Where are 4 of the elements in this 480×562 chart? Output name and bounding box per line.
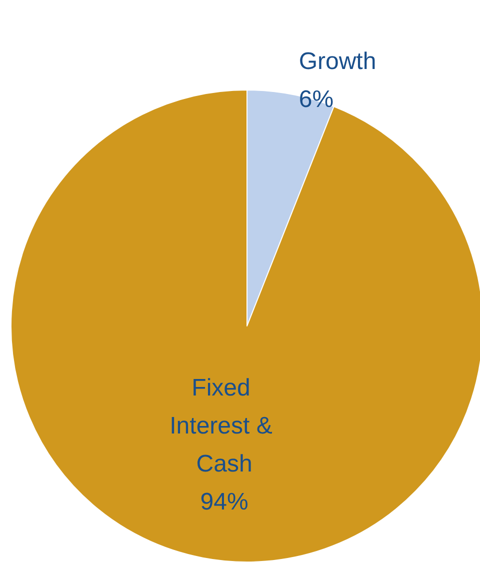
- data-label: 94%: [200, 488, 248, 516]
- slice-label: Fixed Interest & Cash: [170, 374, 280, 478]
- data-label: 6%: [298, 86, 334, 113]
- slice-label: Growth: [298, 48, 376, 75]
